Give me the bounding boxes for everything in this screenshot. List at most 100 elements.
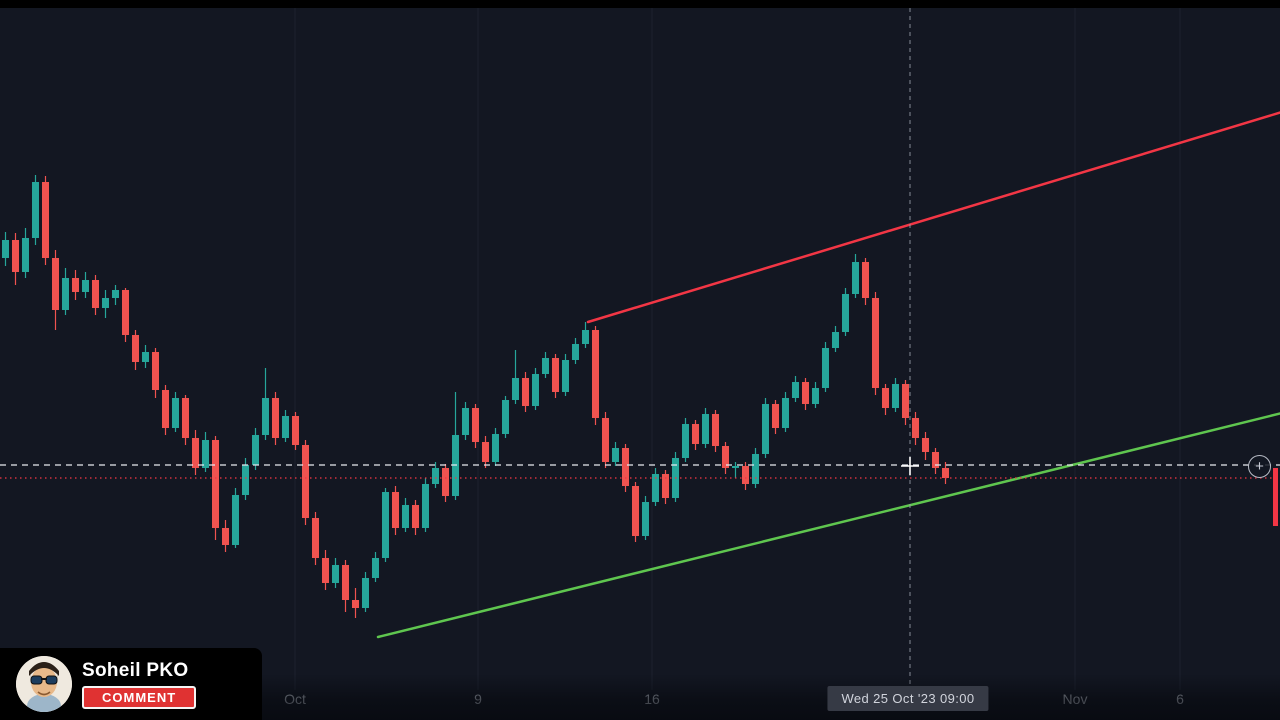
candle-body — [502, 400, 509, 434]
candle-body — [912, 418, 919, 438]
candle-body — [242, 465, 249, 495]
candle-body — [182, 398, 189, 438]
candle-body — [412, 505, 419, 528]
candle-body — [612, 448, 619, 462]
candle-body — [782, 398, 789, 428]
candle-body — [832, 332, 839, 348]
candle-body — [442, 468, 449, 496]
candle-body — [382, 492, 389, 558]
candle-body — [332, 565, 339, 583]
candle-body — [302, 445, 309, 518]
candle-body — [662, 474, 669, 498]
candle-body — [52, 258, 59, 310]
candle-body — [232, 495, 239, 545]
candle-body — [482, 442, 489, 462]
candle-body — [42, 182, 49, 258]
candle-body — [32, 182, 39, 238]
candle-body — [872, 298, 879, 388]
candle-body — [702, 414, 709, 444]
right-edge-price-marker — [1273, 468, 1278, 526]
candle-body — [522, 378, 529, 406]
avatar-face-icon — [16, 656, 72, 712]
candle-body — [642, 502, 649, 536]
candle-body — [932, 452, 939, 468]
candle-body — [542, 358, 549, 374]
candle-body — [152, 352, 159, 390]
candle-body — [12, 240, 19, 272]
candle-body — [532, 374, 539, 406]
candle-body — [222, 528, 229, 545]
candle-body — [392, 492, 399, 528]
candle-body — [692, 424, 699, 444]
candle-body — [82, 280, 89, 292]
candle-body — [282, 416, 289, 438]
candle-body — [192, 438, 199, 468]
candle-body — [822, 348, 829, 388]
candle-body — [562, 360, 569, 392]
candle-body — [762, 404, 769, 454]
candle-body — [432, 468, 439, 484]
candle-body — [632, 486, 639, 536]
candle-body — [572, 344, 579, 360]
candle-body — [422, 484, 429, 528]
candle-body — [492, 434, 499, 462]
letterbox-top-bar — [0, 0, 1280, 8]
candle-body — [552, 358, 559, 392]
candle-body — [752, 454, 759, 484]
comment-button[interactable]: COMMENT — [82, 685, 197, 709]
candle-body — [722, 446, 729, 468]
candle-body — [352, 600, 359, 608]
candle-body — [142, 352, 149, 362]
candle-body — [122, 290, 129, 335]
candle-body — [462, 408, 469, 435]
candle-body — [902, 384, 909, 418]
candle-body — [712, 414, 719, 446]
candle-body — [2, 240, 9, 258]
candle-body — [312, 518, 319, 558]
candle-body — [622, 448, 629, 486]
candle-body — [162, 390, 169, 428]
crosshair-time-label: Wed 25 Oct '23 09:00 — [827, 686, 989, 711]
candle-body — [262, 398, 269, 435]
channel-name: Soheil PKO — [82, 659, 189, 681]
candle-body — [942, 468, 949, 478]
candle-body — [742, 466, 749, 484]
candle-body — [72, 278, 79, 292]
lower-support-trendline — [376, 412, 1280, 639]
candle-body — [62, 278, 69, 310]
candle-body — [802, 382, 809, 404]
candle-body — [102, 298, 109, 308]
candle-body — [132, 335, 139, 362]
candle-body — [372, 558, 379, 578]
candle-body — [342, 565, 349, 600]
candle-body — [892, 384, 899, 408]
candle-body — [812, 388, 819, 404]
candle-body — [92, 280, 99, 308]
candle-body — [862, 262, 869, 298]
candle-body — [582, 330, 589, 344]
add-alert-plus-icon[interactable]: + — [1248, 455, 1271, 478]
candle-body — [402, 505, 409, 528]
candle-body — [212, 440, 219, 528]
candle-body — [322, 558, 329, 583]
candle-body — [792, 382, 799, 398]
candle-body — [682, 424, 689, 458]
candle-body — [772, 404, 779, 428]
candle-body — [362, 578, 369, 608]
candle-body — [202, 440, 209, 468]
candle-body — [732, 466, 739, 468]
candle-body — [252, 435, 259, 465]
candle-body — [472, 408, 479, 442]
candle-body — [512, 378, 519, 400]
candle-body — [592, 330, 599, 418]
candle-body — [842, 294, 849, 332]
candle-body — [652, 474, 659, 502]
upper-resistance-trendline — [586, 111, 1280, 324]
candle-body — [22, 238, 29, 272]
candle-body — [922, 438, 929, 452]
candle-body — [602, 418, 609, 462]
avatar[interactable] — [16, 656, 72, 712]
